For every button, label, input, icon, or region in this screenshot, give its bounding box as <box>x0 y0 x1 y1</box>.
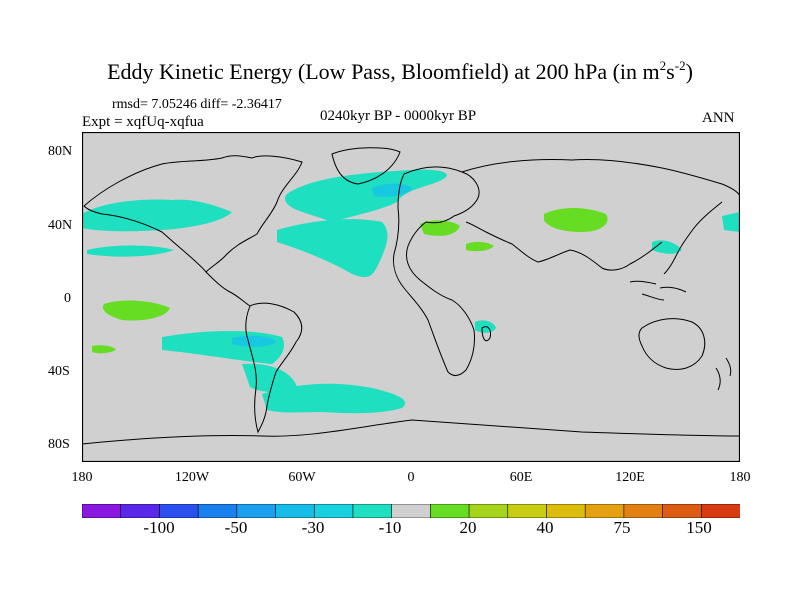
map-frame <box>82 132 740 462</box>
colorbar-swatch <box>623 504 664 518</box>
experiment-label: Expt = xqfUq-xqfua <box>82 114 204 130</box>
anomaly-southern-ocean <box>262 383 406 414</box>
coastlines <box>82 147 740 445</box>
strong-negative-regions <box>232 183 412 347</box>
lon-label-0: 0 <box>407 470 415 485</box>
colorbar-swatch <box>507 504 548 518</box>
colorbar-swatch <box>197 504 238 518</box>
coast-new-zealand <box>715 357 732 391</box>
coast-australia <box>638 318 706 370</box>
colorbar-swatch <box>275 504 315 518</box>
colorbar-swatch <box>236 504 277 518</box>
coast-asia <box>461 158 740 271</box>
coast-antarctica <box>82 419 740 445</box>
coast-central-america <box>205 271 251 307</box>
colorbar-label: 75 <box>613 518 631 537</box>
anomaly-east-pacific-edge <box>722 212 740 232</box>
colorbar-swatch <box>662 504 702 518</box>
colorbar-label: 150 <box>686 518 712 537</box>
period-label: 0240kyr BP - 0000kyr BP <box>320 108 477 124</box>
colorbar-swatch <box>546 504 586 518</box>
anomaly-north-atlantic <box>285 169 447 222</box>
coast-asia-east <box>663 201 723 275</box>
coast-indonesia <box>629 280 687 301</box>
colorbar-swatch <box>391 504 431 518</box>
anomaly-south-pacific-small <box>92 345 116 354</box>
anomaly-arabia <box>466 241 494 252</box>
positive-anomaly-regions <box>92 208 608 354</box>
lon-label-120w: 120W <box>174 470 210 485</box>
colorbar-swatch <box>313 504 354 518</box>
colorbar-swatch <box>352 504 393 518</box>
colorbar-swatch <box>159 504 199 518</box>
lat-label-40n: 40N <box>48 218 73 233</box>
coast-africa-europe <box>393 166 480 377</box>
anomaly-core-atlantic <box>372 183 412 197</box>
lat-label-40s: 40S <box>48 364 70 379</box>
colorbar-label: -30 <box>301 518 325 537</box>
coast-south-america <box>245 302 303 434</box>
lon-label-120e: 120E <box>615 470 645 485</box>
coast-north-america <box>83 155 303 273</box>
colorbar <box>82 504 740 518</box>
figure-title: Eddy Kinetic Energy (Low Pass, Bloomfiel… <box>107 58 693 84</box>
lon-label-180e: 180 <box>729 470 751 485</box>
coast-madagascar <box>481 326 491 342</box>
lat-label-80n: 80N <box>48 144 73 159</box>
world-map <box>82 132 740 462</box>
colorbar-label: -100 <box>143 518 175 537</box>
stats-text: rmsd= 7.05246 diff= -2.36417 <box>112 97 282 112</box>
coast-greenland <box>331 147 401 185</box>
anomaly-north-pacific <box>82 199 232 232</box>
colorbar-swatch <box>584 504 625 518</box>
colorbar-label: -10 <box>378 518 402 537</box>
lat-label-0: 0 <box>64 291 71 306</box>
colorbar-swatch <box>468 504 509 518</box>
anomaly-core-south-pacific <box>232 335 277 347</box>
anomaly-atlantic-jet <box>277 219 388 278</box>
anomaly-tropical-pacific <box>102 300 170 321</box>
colorbar-swatch <box>700 504 740 518</box>
anomaly-mediterranean <box>420 220 460 236</box>
colorbar-swatch <box>82 504 122 518</box>
lon-label-180w: 180 <box>71 470 93 485</box>
anomaly-central-asia <box>544 208 608 232</box>
colorbar-label: 20 <box>459 518 477 537</box>
colorbar-swatch <box>120 504 161 518</box>
colorbar-swatch <box>430 504 470 518</box>
season-label: ANN <box>702 110 735 126</box>
anomaly-pacific-strip <box>87 245 174 257</box>
colorbar-label: 40 <box>536 518 554 537</box>
colorbar-label: -50 <box>224 518 248 537</box>
lon-label-60w: 60W <box>288 470 316 485</box>
lon-label-60e: 60E <box>509 470 533 485</box>
lat-label-80s: 80S <box>48 437 70 452</box>
